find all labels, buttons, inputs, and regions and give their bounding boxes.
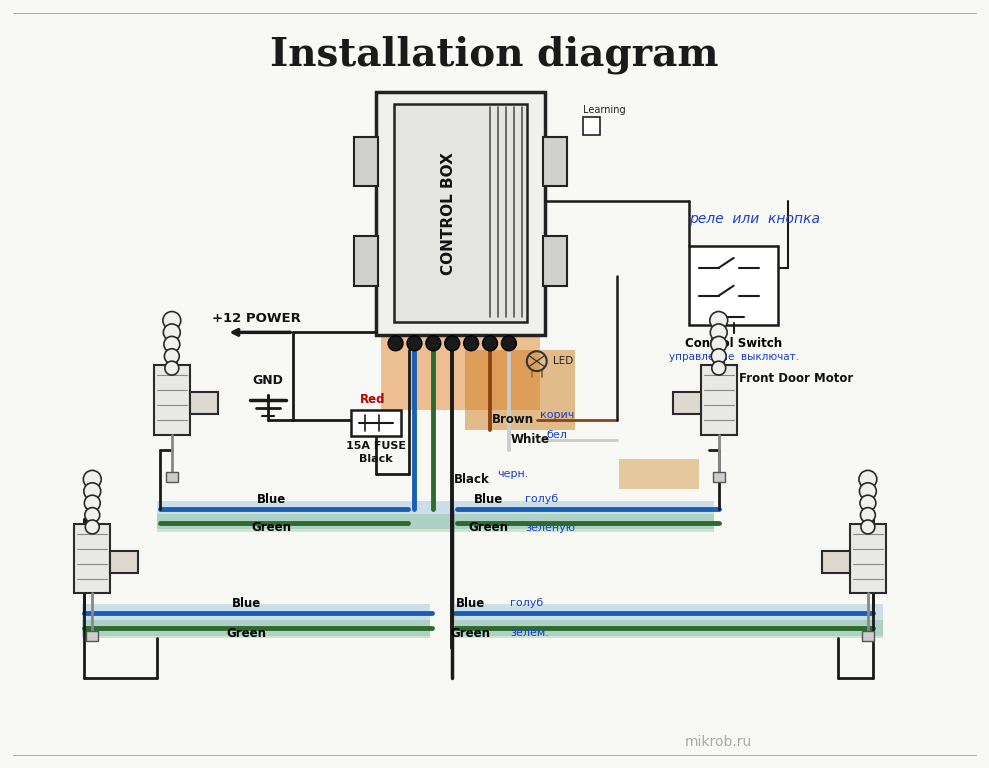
Bar xyxy=(82,621,430,638)
Bar xyxy=(74,524,110,594)
Text: зеленую: зеленую xyxy=(525,523,575,533)
Bar xyxy=(822,551,850,573)
Circle shape xyxy=(165,361,179,375)
Circle shape xyxy=(164,336,180,353)
Circle shape xyxy=(407,336,422,351)
Text: Blue: Blue xyxy=(474,492,502,505)
Text: Installation diagram: Installation diagram xyxy=(270,35,718,74)
Circle shape xyxy=(83,470,101,488)
Circle shape xyxy=(84,483,101,500)
Circle shape xyxy=(85,508,100,522)
Bar xyxy=(82,604,430,636)
Text: mikrob.ru: mikrob.ru xyxy=(685,736,753,750)
Bar xyxy=(157,514,714,532)
Text: управление  выключат.: управление выключат. xyxy=(669,353,799,362)
Circle shape xyxy=(859,483,876,500)
Circle shape xyxy=(858,470,877,488)
Text: зелем.: зелем. xyxy=(510,628,549,638)
Bar xyxy=(673,392,701,414)
Text: Learning: Learning xyxy=(583,105,625,115)
Circle shape xyxy=(84,495,100,511)
Circle shape xyxy=(861,520,875,534)
Bar xyxy=(713,472,725,482)
Text: Green: Green xyxy=(251,521,292,535)
Text: Green: Green xyxy=(450,627,491,640)
Circle shape xyxy=(860,495,876,511)
Bar xyxy=(543,236,567,286)
Circle shape xyxy=(712,361,726,375)
Bar xyxy=(583,117,600,135)
Text: Blue: Blue xyxy=(256,492,286,505)
Circle shape xyxy=(710,324,727,341)
Bar xyxy=(86,631,98,641)
Text: Green: Green xyxy=(226,627,266,640)
Circle shape xyxy=(483,336,497,351)
Text: Green: Green xyxy=(468,521,508,535)
Text: White: White xyxy=(511,433,550,446)
Text: Blue: Blue xyxy=(456,597,485,610)
Text: +12 POWER: +12 POWER xyxy=(212,312,301,325)
Bar xyxy=(166,472,178,482)
Bar xyxy=(381,330,540,410)
Circle shape xyxy=(464,336,479,351)
Bar xyxy=(87,509,97,525)
Text: реле  или  кнопка: реле или кнопка xyxy=(689,212,820,227)
Bar xyxy=(619,459,699,489)
Circle shape xyxy=(388,336,403,351)
Text: Black: Black xyxy=(454,473,490,486)
Text: LED: LED xyxy=(553,356,573,366)
Circle shape xyxy=(85,520,99,534)
Bar xyxy=(714,350,724,366)
Bar xyxy=(154,365,190,435)
Bar xyxy=(455,604,883,636)
Circle shape xyxy=(163,312,181,329)
Bar xyxy=(689,246,778,326)
Text: GND: GND xyxy=(253,373,284,386)
Bar xyxy=(863,509,873,525)
Text: Control Switch: Control Switch xyxy=(685,337,782,349)
Circle shape xyxy=(445,336,460,351)
Bar xyxy=(455,621,883,638)
Circle shape xyxy=(163,324,180,341)
Circle shape xyxy=(711,349,726,364)
Bar xyxy=(167,350,177,366)
Bar xyxy=(157,502,714,529)
Text: корич: корич xyxy=(540,410,575,420)
Circle shape xyxy=(426,336,441,351)
Text: голуб: голуб xyxy=(510,598,543,608)
Circle shape xyxy=(710,312,728,329)
Bar xyxy=(110,551,138,573)
Bar xyxy=(394,104,527,323)
Bar xyxy=(190,392,218,414)
Text: Blue: Blue xyxy=(231,597,261,610)
Text: Front Door Motor: Front Door Motor xyxy=(739,372,853,385)
Text: Red: Red xyxy=(360,393,386,406)
Bar xyxy=(850,524,886,594)
Circle shape xyxy=(860,508,875,522)
Bar xyxy=(465,350,575,429)
Circle shape xyxy=(711,336,727,353)
Bar xyxy=(862,631,874,641)
Bar xyxy=(354,236,378,286)
Text: голуб: голуб xyxy=(525,494,558,504)
Bar xyxy=(543,137,567,187)
Text: Black: Black xyxy=(359,455,393,465)
Text: CONTROL BOX: CONTROL BOX xyxy=(441,152,456,275)
Circle shape xyxy=(501,336,516,351)
Bar xyxy=(354,137,378,187)
Circle shape xyxy=(164,349,179,364)
Bar xyxy=(701,365,737,435)
Text: бел: бел xyxy=(547,429,568,439)
Text: 15A FUSE: 15A FUSE xyxy=(346,441,405,451)
Bar xyxy=(376,92,545,336)
Text: Brown: Brown xyxy=(492,413,534,426)
Bar xyxy=(351,410,401,435)
Text: черн.: черн. xyxy=(497,469,528,479)
